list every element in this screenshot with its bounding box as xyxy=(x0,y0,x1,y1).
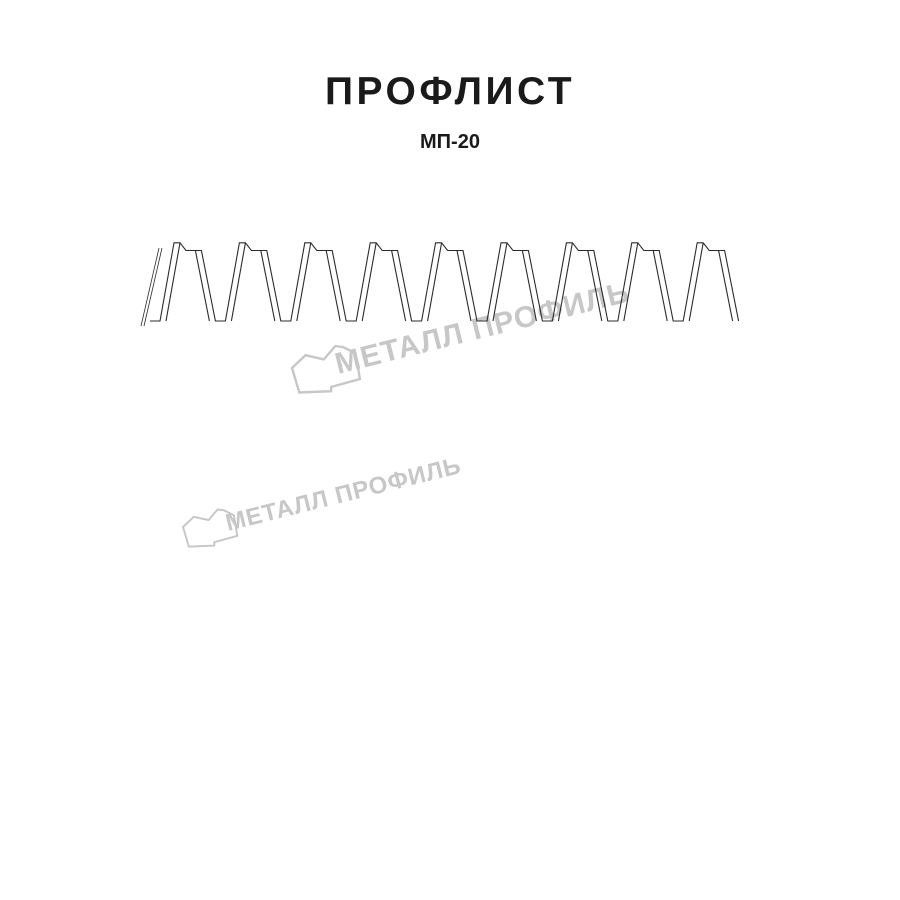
svg-text:МП-20: МП-20 xyxy=(420,131,480,153)
svg-text:ПРОФЛИСТ: ПРОФЛИСТ xyxy=(325,70,575,113)
